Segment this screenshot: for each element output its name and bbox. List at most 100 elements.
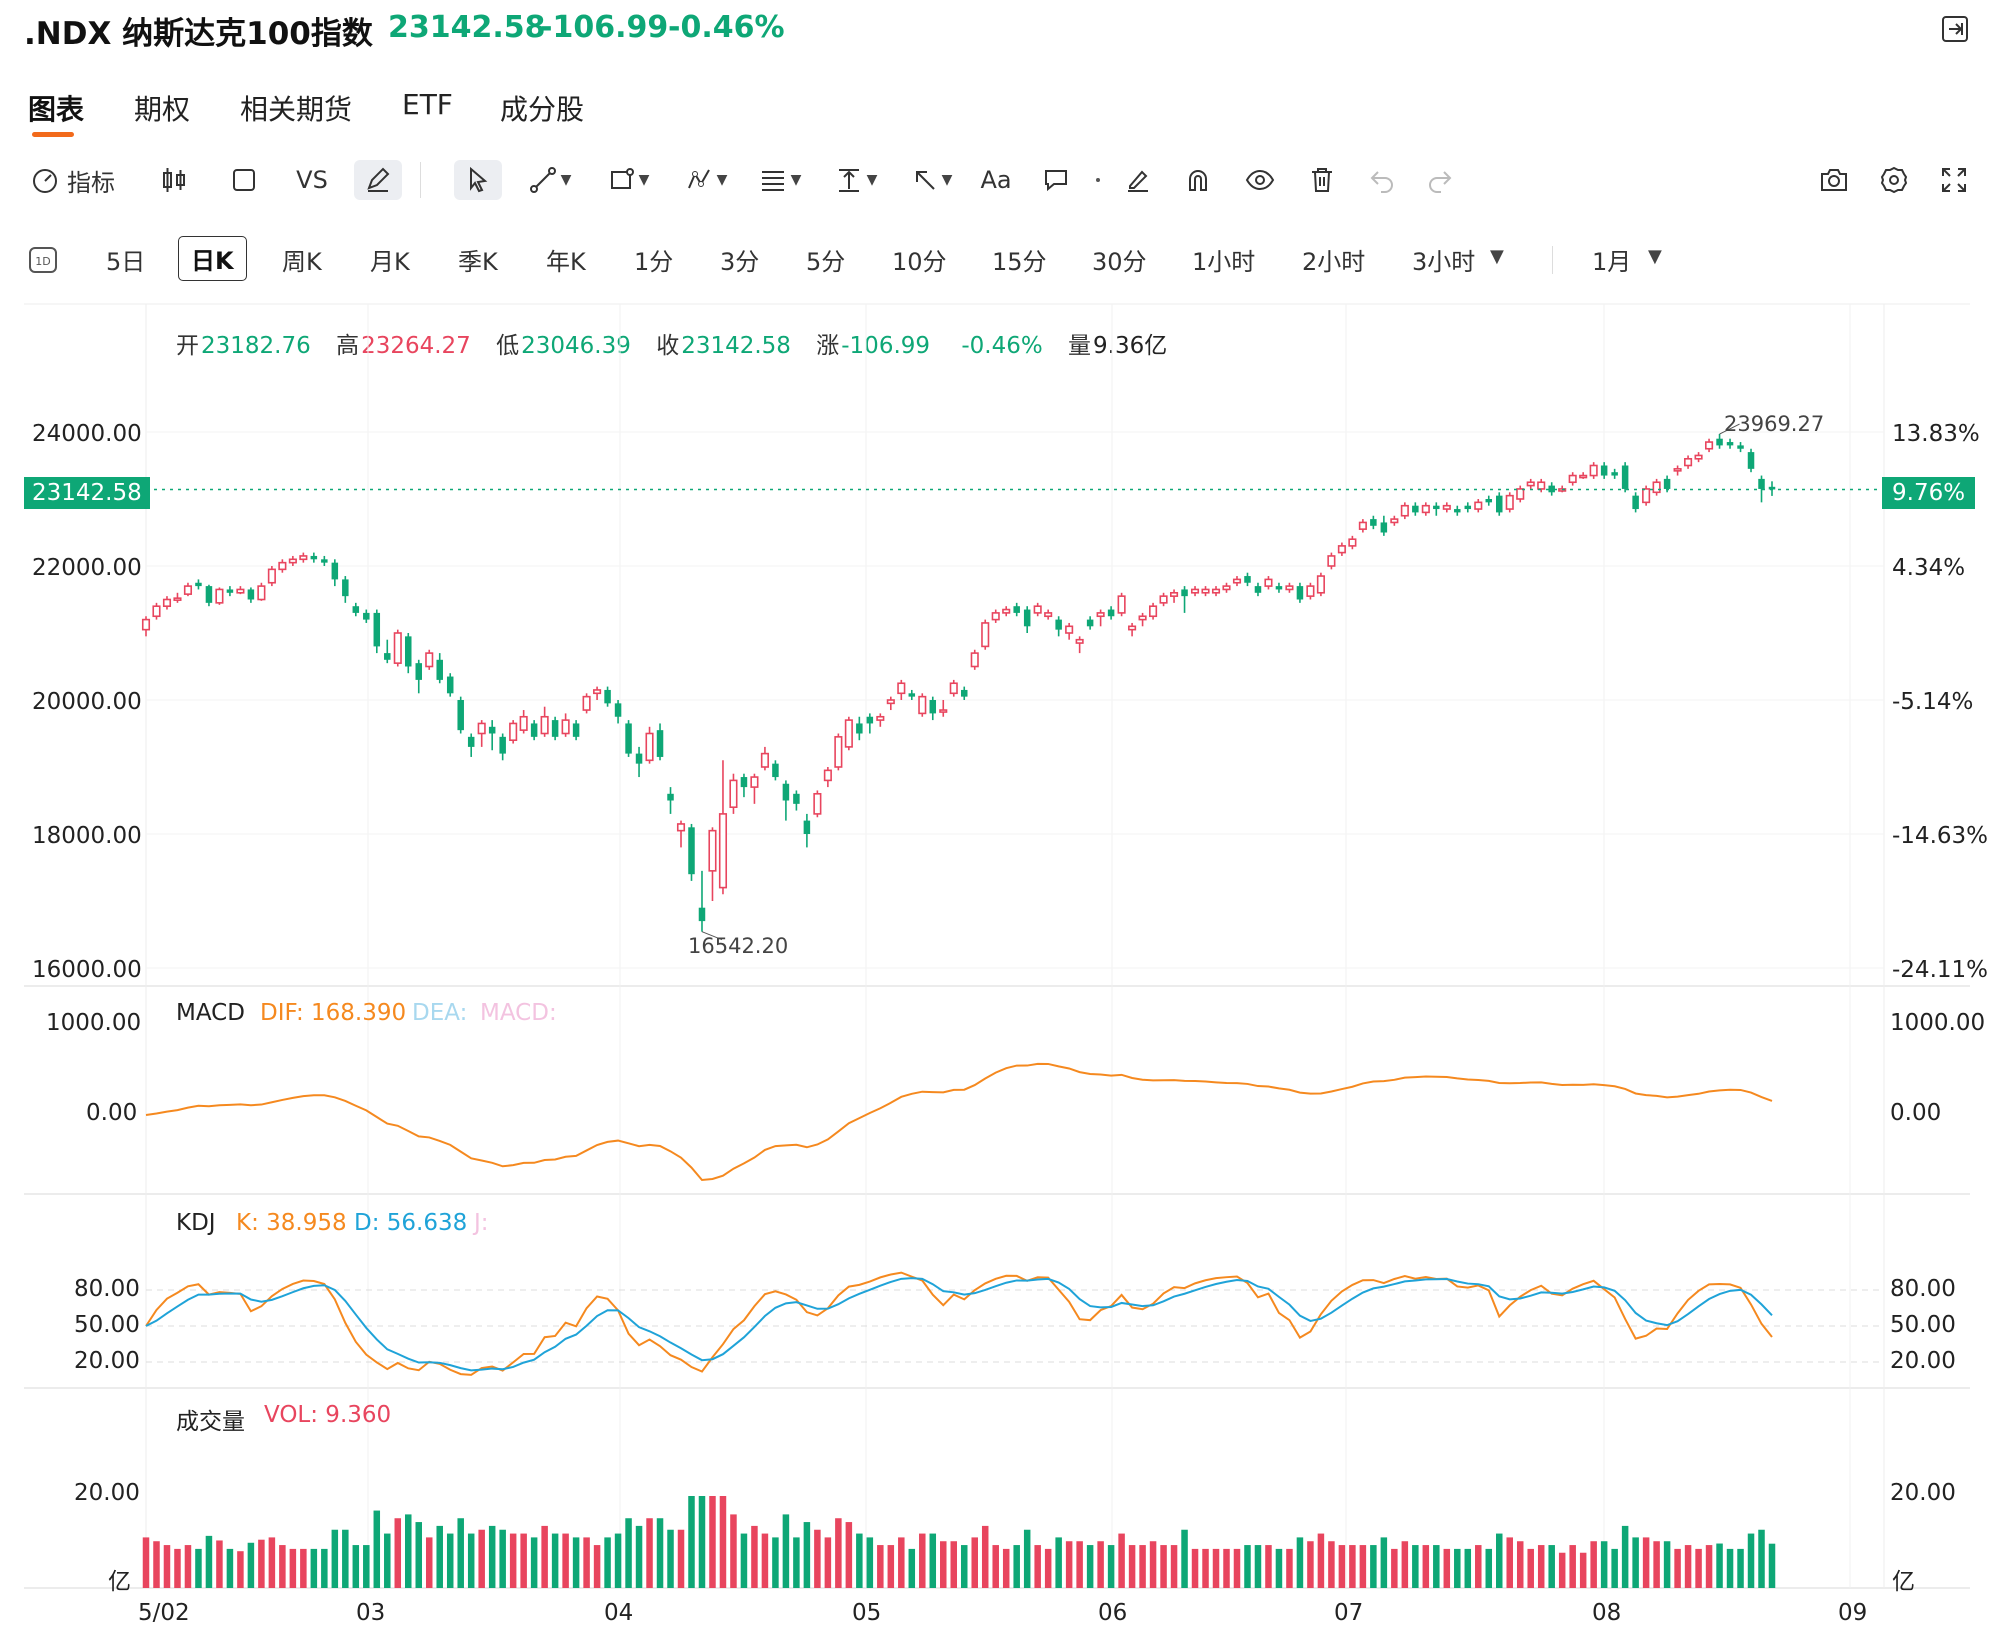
toolbar-divider (420, 162, 421, 198)
period-more-chevron-down-icon[interactable]: ▼ (1490, 246, 1504, 267)
month-chevron-down-icon[interactable]: ▼ (1648, 246, 1662, 267)
volume-bar (457, 1518, 464, 1588)
pattern-icon[interactable]: ▼ (678, 160, 734, 200)
volume-bar (1349, 1545, 1356, 1588)
dot-icon[interactable] (1088, 160, 1108, 200)
macd-dea: DEA: (412, 1000, 468, 1026)
redo-icon[interactable] (1420, 160, 1460, 200)
tab-options[interactable]: 期权 (134, 93, 191, 126)
candle-body (1485, 499, 1493, 503)
y-tick-20000: 20000.00 (32, 689, 142, 715)
vs-button[interactable]: VS (296, 166, 328, 194)
volume-bar (1611, 1548, 1618, 1588)
kdj-k-line (145, 1271, 1773, 1376)
eye-icon[interactable] (1240, 160, 1280, 200)
volume-right-unit: 亿 (1892, 1569, 1915, 1595)
candle-body (676, 823, 686, 832)
macd-hist: MACD: (480, 1000, 557, 1026)
period-quarterly[interactable]: 季K (458, 248, 498, 276)
candle-body (352, 606, 360, 613)
text-icon[interactable]: Aa (980, 166, 1012, 194)
tab-futures[interactable]: 相关期货 (240, 93, 353, 126)
indicators-label: 指标 (67, 168, 115, 197)
candlestick-icon[interactable] (156, 160, 192, 200)
rect-tool-icon[interactable]: ▼ (600, 160, 656, 200)
undo-icon[interactable] (1362, 160, 1402, 200)
tab-etf[interactable]: ETF (402, 88, 453, 121)
period-1h[interactable]: 1小时 (1192, 248, 1256, 276)
fib-icon[interactable]: ▼ (761, 171, 802, 191)
period-yearly[interactable]: 年K (546, 248, 586, 276)
arrow-icon[interactable]: ▼ (904, 160, 960, 200)
candle-body (393, 632, 402, 664)
period-15m[interactable]: 15分 (992, 248, 1047, 276)
volume-bar (866, 1537, 874, 1588)
square-icon[interactable] (226, 160, 262, 200)
volume-bar (226, 1548, 234, 1588)
volume-bar (1590, 1541, 1597, 1588)
tab-chart[interactable]: 图表 (28, 93, 85, 126)
candle-body (635, 753, 643, 764)
volume-bar (425, 1537, 433, 1588)
kdj-k: K: 38.958 (236, 1210, 347, 1236)
period-5d[interactable]: 5日 (106, 248, 146, 276)
candle-body (1705, 441, 1714, 450)
settings-icon[interactable] (1874, 160, 1914, 200)
candle-body (278, 561, 287, 571)
candle-body (970, 652, 979, 668)
comment-icon[interactable] (1036, 160, 1076, 200)
period-2h[interactable]: 2小时 (1302, 248, 1366, 276)
measure-icon[interactable]: ▼ (828, 160, 884, 200)
exit-icon[interactable] (1940, 14, 1970, 44)
trash-icon[interactable] (1302, 160, 1342, 200)
candle-body (257, 585, 266, 601)
candle-body (1716, 438, 1723, 446)
price-chart[interactable] (0, 300, 1994, 1640)
line-icon[interactable]: ▼ (522, 160, 578, 200)
candle-body (488, 726, 496, 734)
period-1m[interactable]: 1分 (634, 248, 674, 276)
pencil-icon[interactable] (354, 160, 402, 200)
candle-body (226, 589, 234, 593)
volume-bar (1527, 1548, 1534, 1588)
candle-body (152, 605, 161, 618)
x-label-05: 05 (852, 1600, 882, 1626)
camera-icon[interactable] (1814, 160, 1854, 200)
period-5m[interactable]: 5分 (806, 248, 846, 276)
period-monthly[interactable]: 月K (370, 248, 410, 276)
candle-body (551, 720, 559, 737)
indicators-button[interactable]: 指标 (26, 160, 120, 200)
volume-bar (1275, 1548, 1283, 1588)
volume-bar (509, 1533, 517, 1588)
candle-body (1380, 522, 1388, 533)
last-price: 23142.58 (388, 10, 546, 45)
tab-constituents[interactable]: 成分股 (500, 93, 585, 126)
candle-body (708, 829, 717, 872)
volume-bar (1202, 1548, 1209, 1588)
volume-bar (499, 1529, 506, 1588)
period-30m[interactable]: 30分 (1092, 248, 1147, 276)
candle-body (288, 558, 297, 564)
period-10m[interactable]: 10分 (892, 248, 947, 276)
period-3m[interactable]: 3分 (720, 248, 760, 276)
candle-body (718, 813, 728, 889)
volume-bar (740, 1533, 748, 1588)
magnet-icon[interactable] (1178, 160, 1218, 200)
candle-body (446, 676, 454, 694)
cursor-icon[interactable] (454, 160, 502, 200)
period-1d-icon[interactable]: 1D (28, 246, 58, 274)
fullscreen-icon[interactable] (1934, 160, 1974, 200)
tab-active-underline (32, 132, 74, 137)
candle-body (844, 719, 853, 748)
volume-bar (1768, 1543, 1776, 1588)
candle-body (645, 732, 654, 762)
period-daily[interactable]: 日K (178, 236, 247, 281)
open-label: 开 (176, 333, 199, 359)
period-3h[interactable]: 3小时 (1412, 248, 1476, 276)
period-weekly[interactable]: 周K (282, 248, 322, 276)
kdj-right-tick-80: 80.00 (1890, 1276, 1956, 1302)
volume-bar (310, 1548, 318, 1588)
eraser-icon[interactable] (1118, 160, 1158, 200)
volume-bar (688, 1496, 695, 1588)
period-1month[interactable]: 1月 (1592, 248, 1632, 276)
